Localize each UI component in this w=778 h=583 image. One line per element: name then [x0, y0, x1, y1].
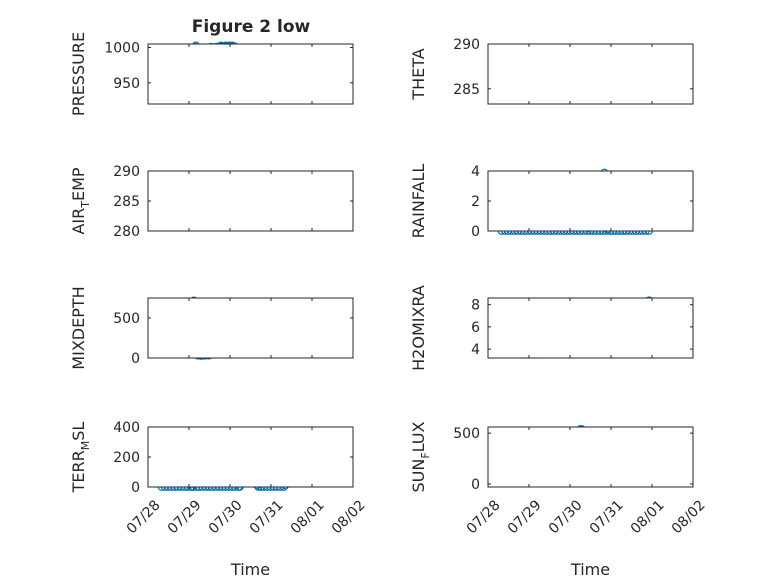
y-tick-label: 0: [471, 224, 480, 240]
y-tick-label: 285: [113, 194, 140, 210]
axes-frame: [147, 297, 354, 359]
figure-title: Figure 2 low: [192, 17, 311, 37]
y-tick-label: 400: [113, 420, 140, 436]
axes-frame: [147, 43, 354, 105]
y-tick-label: 0: [131, 480, 140, 496]
axes-rainfall: 0 2 4 RAINFALL: [409, 164, 694, 240]
ylabel: RAINFALL: [409, 164, 428, 239]
xlabel: Time: [230, 560, 270, 579]
axes-h2o_mixra: 4 6 8 H2OMIXRA: [409, 285, 694, 371]
y-tick-label: 285: [453, 82, 480, 98]
axes-frame: [487, 426, 694, 488]
axes-pressure: 950 1000 PRESSURE: [69, 32, 354, 116]
axes-frame: [147, 170, 354, 232]
axes-frame: [487, 43, 694, 105]
ylabel: MIXDEPTH: [69, 286, 88, 369]
y-tick-label: 200: [113, 450, 140, 466]
y-tick-label: 2: [471, 194, 480, 210]
y-tick-label: 500: [453, 426, 480, 442]
ylabel: SUNFLUX: [409, 421, 432, 492]
axes-frame: [487, 170, 694, 232]
axes-frame: [487, 297, 694, 359]
y-tick-label: 6: [471, 320, 480, 336]
y-tick-label: 950: [113, 76, 140, 92]
y-tick-label: 4: [471, 164, 480, 180]
y-tick-label: 0: [131, 351, 140, 367]
y-tick-label: 500: [113, 311, 140, 327]
y-tick-label: 290: [453, 37, 480, 53]
ylabel: TERRMSL: [69, 422, 92, 494]
axes-mixdepth: 0 500 MIXDEPTH: [69, 286, 354, 370]
ylabel: AIRTEMP: [69, 167, 92, 234]
y-tick-label: 290: [113, 164, 140, 180]
axes-frame: [147, 426, 354, 488]
ylabel: PRESSURE: [69, 32, 88, 116]
axes-air_temp: 280 285 290 AIRTEMP: [69, 164, 354, 240]
y-tick-label: 1000: [104, 41, 140, 57]
ylabel: H2OMIXRA: [409, 285, 428, 371]
xlabel: Time: [570, 560, 610, 579]
y-tick-label: 0: [471, 477, 480, 493]
ylabel: THETA: [409, 48, 428, 100]
y-tick-label: 8: [471, 298, 480, 314]
y-tick-label: 280: [113, 224, 140, 240]
axes-theta: 285 290 THETA: [409, 37, 694, 105]
y-tick-label: 4: [471, 342, 480, 358]
